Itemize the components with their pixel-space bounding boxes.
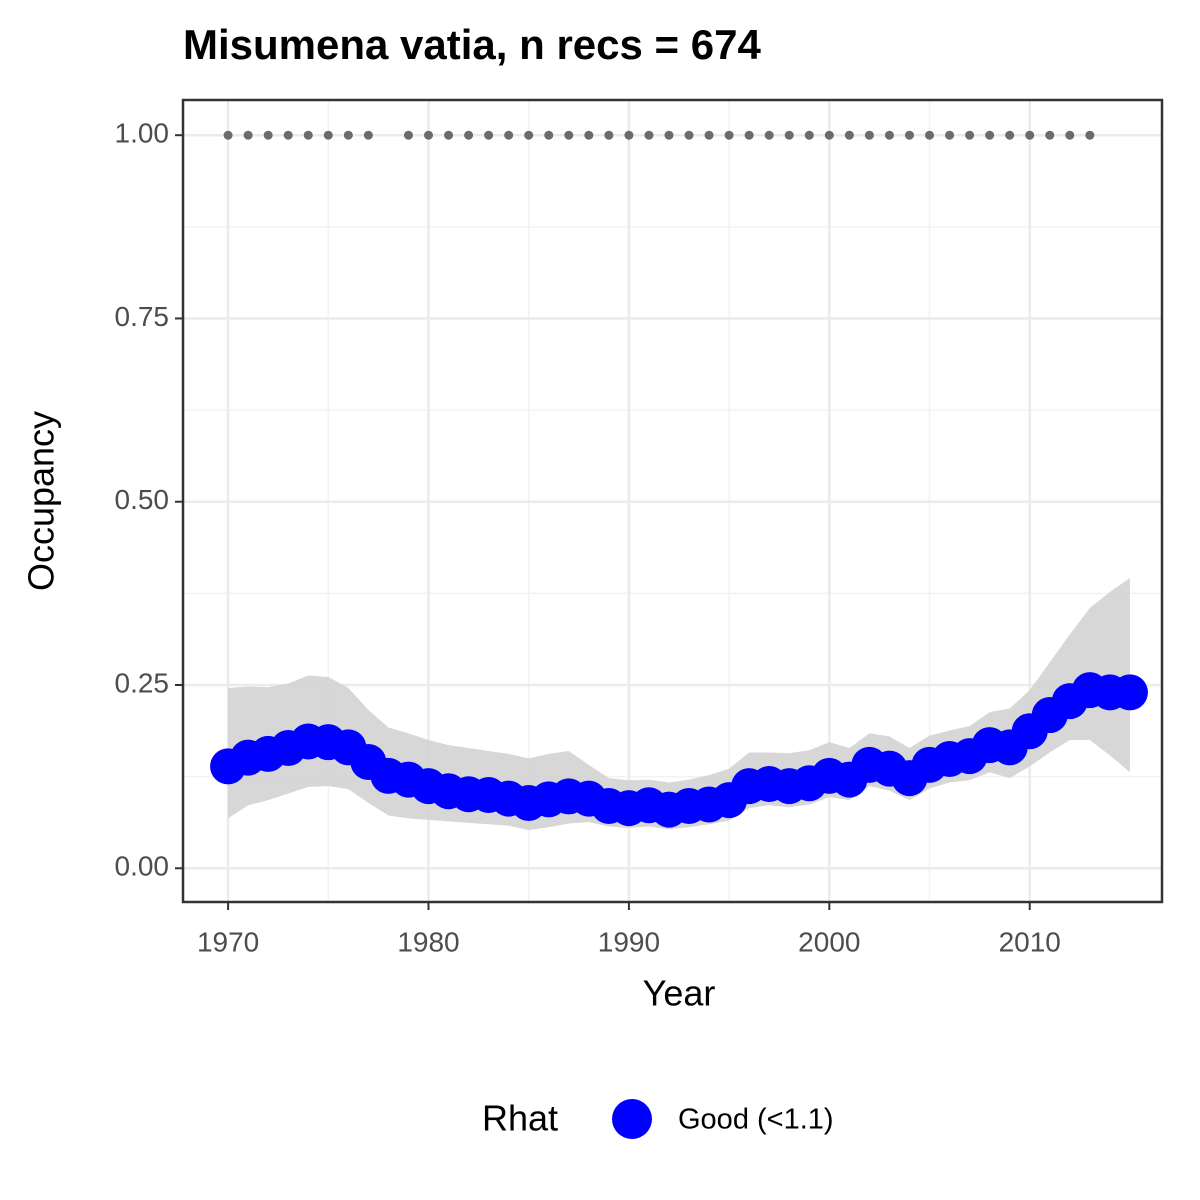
detection-dot bbox=[424, 130, 434, 140]
y-tick-label: 0.00 bbox=[115, 851, 170, 882]
detection-dot bbox=[724, 130, 734, 140]
detection-dot bbox=[1085, 130, 1095, 140]
legend-title: Rhat bbox=[482, 1098, 558, 1139]
detection-dot bbox=[303, 130, 313, 140]
detection-dot bbox=[1005, 130, 1015, 140]
detection-dot bbox=[884, 130, 894, 140]
x-tick-label: 1990 bbox=[598, 926, 660, 957]
detection-dot bbox=[965, 130, 975, 140]
detection-dot bbox=[904, 130, 914, 140]
detection-dot bbox=[524, 130, 534, 140]
detection-dot bbox=[804, 130, 814, 140]
detection-dot bbox=[323, 130, 333, 140]
chart-title: Misumena vatia, n recs = 674 bbox=[183, 21, 761, 68]
detection-dot bbox=[484, 130, 494, 140]
detection-dot bbox=[564, 130, 574, 140]
detection-dot bbox=[604, 130, 614, 140]
panel-border bbox=[181, 98, 1164, 904]
detection-dot bbox=[684, 130, 694, 140]
detection-dot bbox=[664, 130, 674, 140]
detection-dot bbox=[444, 130, 454, 140]
x-tick-label: 2000 bbox=[798, 926, 860, 957]
detection-dot bbox=[624, 130, 634, 140]
detection-dot bbox=[223, 130, 233, 140]
detection-dot bbox=[1065, 130, 1075, 140]
detection-dot bbox=[283, 130, 293, 140]
detection-dot bbox=[744, 130, 754, 140]
detection-dot bbox=[343, 130, 353, 140]
detection-dot bbox=[464, 130, 474, 140]
point bbox=[1111, 674, 1148, 711]
detection-dot bbox=[824, 130, 834, 140]
x-tick-label: 2010 bbox=[999, 926, 1061, 957]
detection-dot bbox=[584, 130, 594, 140]
y-tick-label: 0.50 bbox=[115, 484, 170, 515]
detection-dot bbox=[945, 130, 955, 140]
detection-dot bbox=[1045, 130, 1055, 140]
detection-dot bbox=[243, 130, 253, 140]
detection-dot bbox=[403, 130, 413, 140]
detection-dot bbox=[704, 130, 714, 140]
detection-dot bbox=[985, 130, 995, 140]
y-tick-label: 0.75 bbox=[115, 301, 170, 332]
x-axis-label: Year bbox=[643, 973, 716, 1014]
detection-dot bbox=[644, 130, 654, 140]
legend-marker bbox=[612, 1099, 652, 1139]
detection-dot bbox=[504, 130, 514, 140]
detection-dot bbox=[925, 130, 935, 140]
detection-dot bbox=[544, 130, 554, 140]
detection-dot bbox=[363, 130, 373, 140]
detection-dot bbox=[864, 130, 874, 140]
detection-dot bbox=[784, 130, 794, 140]
detection-dot bbox=[1025, 130, 1035, 140]
y-tick-label: 1.00 bbox=[115, 118, 170, 149]
x-tick-label: 1970 bbox=[197, 926, 259, 957]
x-tick-label: 1980 bbox=[397, 926, 459, 957]
y-axis-label: Occupancy bbox=[21, 411, 62, 591]
y-tick-label: 0.25 bbox=[115, 667, 170, 698]
detection-dot bbox=[844, 130, 854, 140]
detection-dot bbox=[263, 130, 273, 140]
legend-label: Good (<1.1) bbox=[678, 1104, 834, 1136]
detection-dot bbox=[764, 130, 774, 140]
